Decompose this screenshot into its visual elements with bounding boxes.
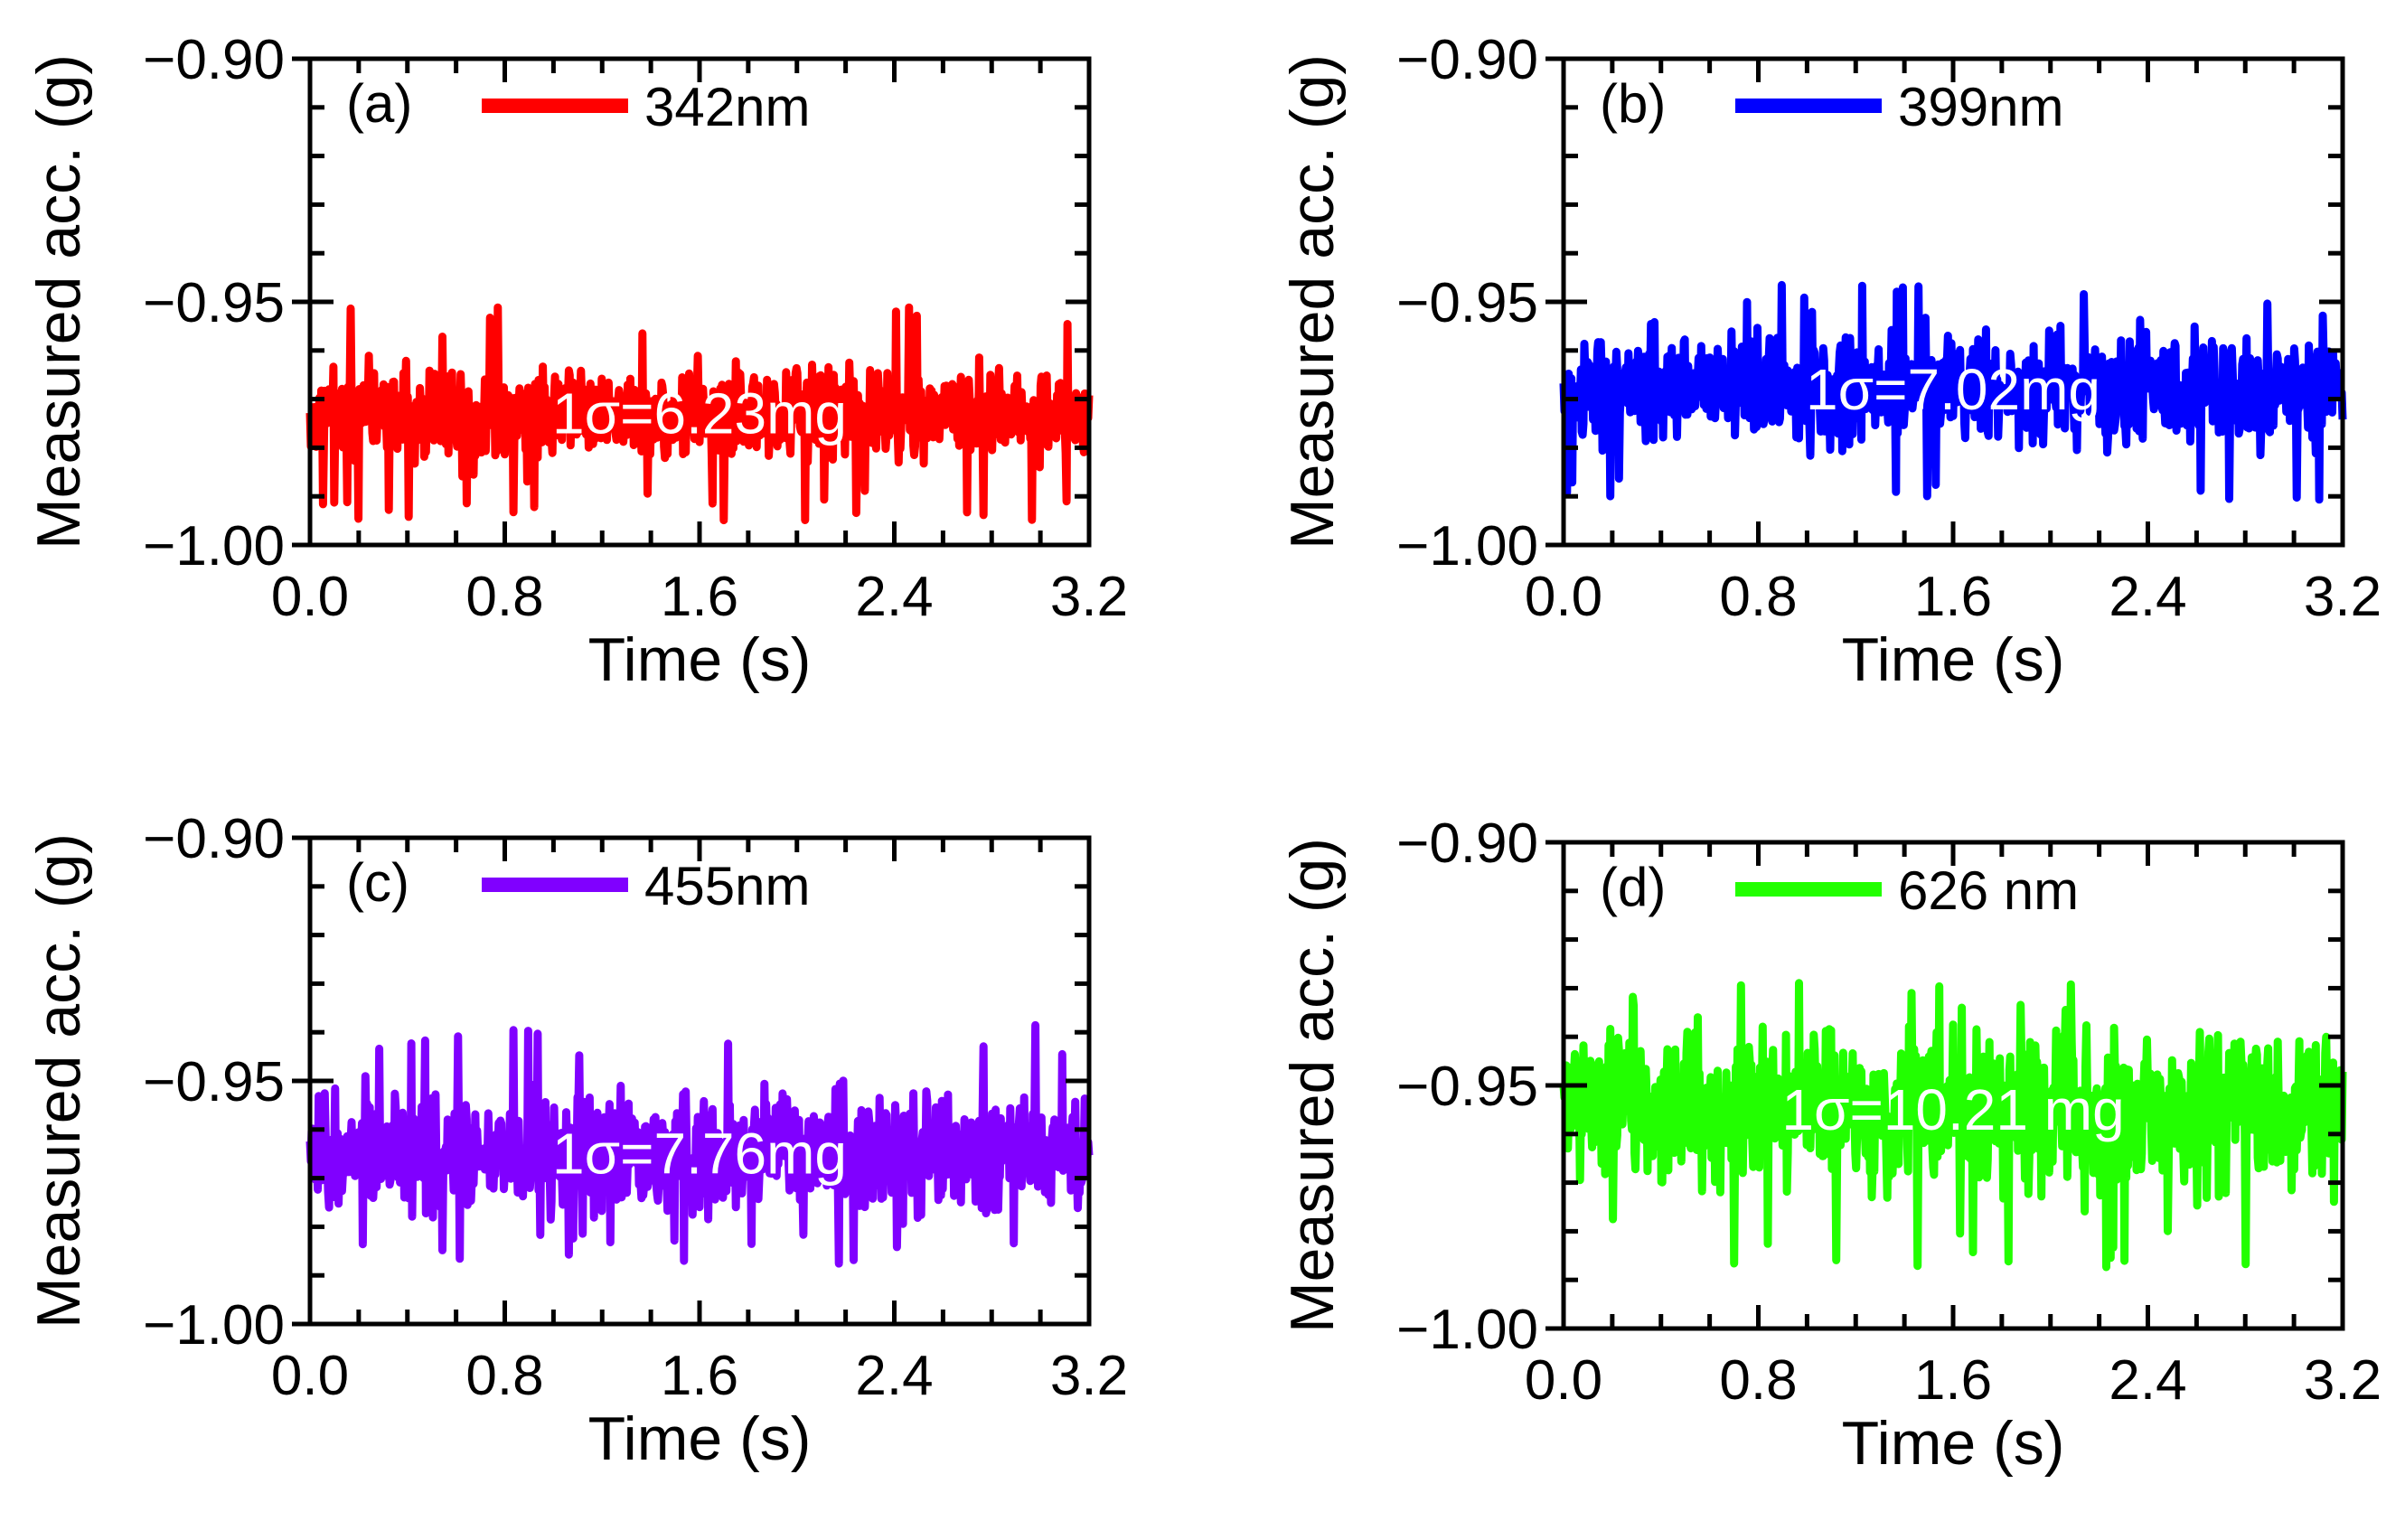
x-tick-label: 3.2 [1050, 1345, 1128, 1407]
y-tick-label: −0.90 [1396, 812, 1538, 875]
x-axis-label: Time (s) [588, 625, 812, 694]
x-tick-label: 3.2 [2304, 1349, 2382, 1412]
panel-label: (b) [1600, 73, 1666, 134]
x-tick-label: 0.8 [1719, 1349, 1797, 1412]
y-tick-label: −0.90 [143, 29, 285, 91]
x-axis-label: Time (s) [588, 1404, 812, 1473]
x-tick-label: 3.2 [1050, 566, 1128, 628]
y-tick-label: −1.00 [1396, 515, 1538, 578]
panel-label: (a) [346, 73, 412, 134]
y-tick-label: −1.00 [143, 515, 285, 578]
series-trace [305, 1020, 1094, 1268]
x-tick-label: 1.6 [661, 566, 738, 628]
x-tick-label: 2.4 [855, 566, 933, 628]
y-axis-label: Measured acc. (g) [24, 54, 93, 549]
y-tick-label: −0.95 [143, 272, 285, 334]
sigma-annotation: 1σ=10.21 mg [1781, 1077, 2124, 1142]
x-tick-label: 2.4 [855, 1345, 933, 1407]
y-tick-label: −0.95 [143, 1051, 285, 1113]
sigma-annotation: 1σ=7.02mg [1806, 357, 2100, 422]
legend-label: 399nm [1898, 77, 2063, 137]
y-tick-label: −0.95 [1396, 1056, 1538, 1118]
x-tick-label: 2.4 [2109, 1349, 2186, 1412]
y-tick-label: −1.00 [143, 1294, 285, 1357]
x-tick-label: 2.4 [2109, 566, 2186, 628]
x-tick-label: 1.6 [661, 1345, 738, 1407]
x-tick-label: 0.8 [465, 1345, 543, 1407]
panel-d: 0.0 0.8 1.6 2.4 3.2 −0.90 −0.95 −1.00 Time (s) Me… [1278, 812, 2382, 1478]
x-tick-label: 0.8 [465, 566, 543, 628]
x-tick-label: 0.0 [1525, 566, 1602, 628]
x-tick-label: 1.6 [1914, 1349, 1992, 1412]
sigma-annotation: 1σ=6.23mg [552, 381, 847, 446]
panel-label: (c) [346, 852, 409, 913]
x-tick-label: 0.0 [271, 1345, 349, 1407]
series-trace [305, 303, 1094, 525]
series-trace [1559, 280, 2347, 504]
x-tick-label: 3.2 [2304, 566, 2382, 628]
x-tick-label: 0.0 [271, 566, 349, 628]
sigma-annotation: 1σ=7.76mg [552, 1122, 847, 1187]
y-axis-label: Measured acc. (g) [1278, 54, 1347, 549]
x-tick-label: 0.0 [1525, 1349, 1602, 1412]
y-axis-label: Measured acc. (g) [1278, 838, 1347, 1333]
x-axis-label: Time (s) [1842, 625, 2065, 694]
y-tick-label: −1.00 [1396, 1299, 1538, 1361]
panel-b: 0.0 0.8 1.6 2.4 3.2 −0.90 −0.95 −1.00 Time (s) Me… [1278, 29, 2382, 694]
legend-label: 455nm [644, 856, 810, 916]
y-tick-label: −0.90 [143, 808, 285, 870]
x-tick-label: 0.8 [1719, 566, 1797, 628]
panel-a: 0.0 0.8 1.6 2.4 3.2 −0.90 −0.95 −1.00 Time (s) Me… [24, 29, 1128, 694]
x-tick-label: 1.6 [1914, 566, 1992, 628]
series-trace [1559, 979, 2347, 1272]
legend-label: 342nm [644, 77, 810, 137]
y-axis-label: Measured acc. (g) [24, 833, 93, 1329]
legend-label: 626 nm [1898, 860, 2079, 921]
panel-c: 0.0 0.8 1.6 2.4 3.2 −0.90 −0.95 −1.00 Time (s) Me… [24, 808, 1128, 1473]
y-tick-label: −0.95 [1396, 272, 1538, 334]
y-tick-label: −0.90 [1396, 29, 1538, 91]
panel-label: (d) [1600, 857, 1666, 917]
x-axis-label: Time (s) [1842, 1409, 2065, 1478]
